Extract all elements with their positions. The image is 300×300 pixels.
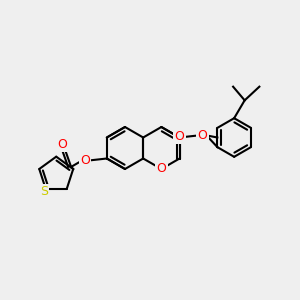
- Text: O: O: [57, 137, 67, 151]
- Text: O: O: [156, 163, 166, 176]
- Text: O: O: [80, 154, 90, 167]
- Text: S: S: [40, 185, 48, 199]
- Text: O: O: [175, 130, 184, 143]
- Text: O: O: [197, 129, 207, 142]
